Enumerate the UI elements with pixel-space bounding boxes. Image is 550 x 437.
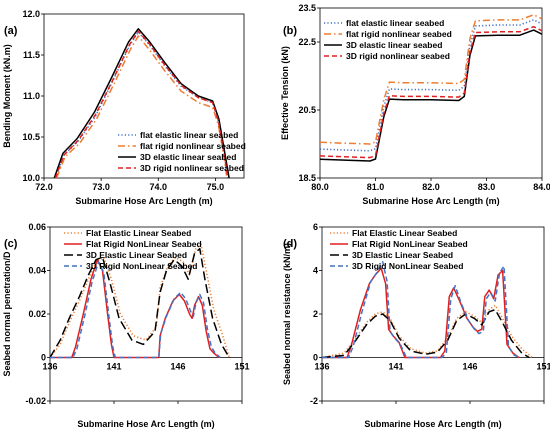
y-tick-label: 0.04: [28, 266, 46, 276]
legend-entry: 3D elastic linear seabed: [346, 40, 442, 50]
series-line-1: [320, 14, 542, 145]
legend-entry: 3D Elastic Linear Seabed: [352, 250, 453, 260]
series-line-1: [50, 258, 220, 359]
legend-entry: 3D Rigid NonLinear Seabed: [86, 261, 197, 271]
x-tick-label: 146: [462, 362, 477, 372]
legend-entry: 3D Elastic Linear Seabed: [86, 250, 187, 260]
x-tick-label: 83.0: [478, 182, 496, 192]
x-tick-label: 72.0: [35, 182, 53, 192]
y-tick-label: 0.06: [28, 222, 46, 232]
legend-entry: 3D rigid nonlinear seabed: [346, 51, 450, 61]
legend-entry: 3D Rigid NonLinear Seabed: [352, 261, 463, 271]
x-tick-label: 136: [314, 362, 329, 372]
x-axis-label: Submarine Hose Arc Length (m): [364, 419, 501, 429]
y-tick-label: 20.5: [298, 105, 316, 115]
x-axis-label: Submarine Hose Arc Length (m): [75, 196, 212, 206]
panel-b: 80.0 81.0 82.0 83.0 84.0 18.5 20.5 22.5 23.5 Subm…: [280, 3, 550, 206]
x-tick-label: 141: [388, 362, 403, 372]
legend-entry: flat elastic linear seabed: [140, 130, 238, 140]
y-tick-label: 0.02: [28, 309, 46, 319]
panel-d: 136 141 146 151 -2 0 2 4 6 Submarine Hose Arc Len…: [282, 222, 550, 429]
panel-label: (c): [4, 238, 18, 250]
x-tick-label: 151: [536, 362, 550, 372]
y-tick-label: -0.02: [25, 396, 46, 406]
y-tick-label: 18.5: [298, 173, 316, 183]
x-tick-label: 81.0: [367, 182, 385, 192]
x-axis-label: Submarine Hose Arc Length (m): [362, 196, 499, 206]
y-axis-label: Bending Moment (kN.m): [2, 44, 12, 148]
panel-label: (b): [283, 25, 297, 37]
legend-entry: flat elastic linear seabed: [346, 18, 444, 28]
y-axis-label: Effective Tension (kN): [280, 46, 290, 140]
y-tick-label: 22.5: [298, 37, 316, 47]
x-tick-label: 84.0: [533, 182, 550, 192]
y-tick-label: 10.5: [22, 132, 40, 142]
y-tick-label: -2: [310, 396, 318, 406]
series-line-2: [320, 29, 542, 162]
y-axis-label: Seabed normal penetration/D: [2, 251, 12, 377]
y-tick-label: 11.5: [23, 50, 40, 60]
x-tick-label: 141: [106, 362, 121, 372]
y-tick-label: 0: [313, 353, 318, 363]
legend-entry: Flat Rigid NonLinear Seabed: [352, 239, 468, 249]
legend-entry: flat rigid nonlinear seabed: [140, 141, 246, 151]
legend-entry: 3D rigid nonlinear seabed: [140, 163, 244, 173]
x-axis-label: Submarine Hose Arc Length (m): [77, 419, 214, 429]
y-tick-label: 12.0: [22, 9, 40, 19]
legend-entry: Flat Elastic Linear Seabed: [352, 228, 457, 238]
panel-a: 72.0 73.0 74.0 75.0 10.0 10.5 11.0 11.5 12.0 Subm…: [2, 9, 246, 206]
panel-c: 136 141 146 151 -0.02 0 0.02 0.04 0.06 Submarine …: [2, 222, 250, 429]
series-line-0: [54, 31, 229, 178]
x-tick-label: 146: [170, 362, 185, 372]
x-tick-label: 80.0: [311, 182, 329, 192]
legend-entry: flat rigid nonlinear seabed: [346, 29, 452, 39]
series-line-2: [50, 247, 230, 358]
series-line-3: [322, 261, 521, 359]
panel-label: (a): [4, 25, 18, 37]
legend-entry: Flat Elastic Linear Seabed: [86, 228, 191, 238]
series-line-3: [50, 261, 221, 359]
legend-entry: Flat Rigid NonLinear Seabed: [86, 239, 202, 249]
y-tick-label: 23.5: [298, 3, 316, 13]
y-tick-label: 2: [313, 309, 318, 319]
y-tick-label: 10.0: [22, 173, 40, 183]
x-tick-label: 151: [234, 362, 249, 372]
y-tick-label: 0: [41, 353, 46, 363]
series-line-2: [322, 308, 530, 359]
x-tick-label: 74.0: [150, 182, 168, 192]
y-tick-label: 4: [313, 266, 318, 276]
series-line-3: [320, 25, 542, 159]
panel-label: (d): [283, 238, 297, 250]
series-line-3: [54, 30, 229, 178]
y-tick-label: 11.0: [23, 91, 40, 101]
y-axis-label: Seabed normal resistance (kN/m): [282, 243, 292, 385]
x-tick-label: 82.0: [422, 182, 440, 192]
y-tick-label: 6: [313, 222, 318, 232]
x-tick-label: 73.0: [92, 182, 110, 192]
x-tick-label: 136: [42, 362, 57, 372]
legend-entry: 3D elastic linear seabed: [140, 152, 236, 162]
x-tick-label: 75.0: [207, 182, 225, 192]
series-line-1: [322, 267, 520, 359]
series-line-0: [322, 304, 533, 359]
series-line-2: [53, 28, 230, 178]
